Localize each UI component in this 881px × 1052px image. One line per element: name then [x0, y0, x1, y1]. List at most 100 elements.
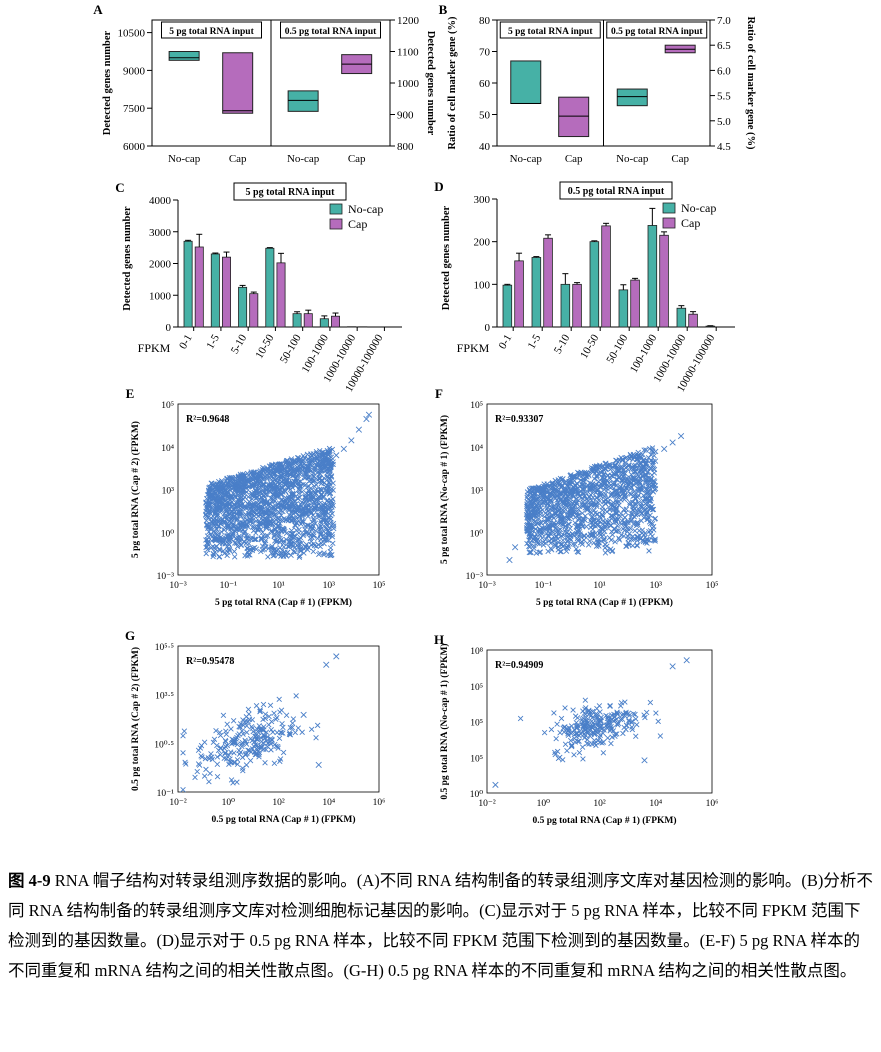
box-no-cap	[168, 51, 200, 61]
scatter-point	[531, 545, 537, 551]
scatter-point	[286, 495, 292, 501]
scatter-point	[209, 520, 216, 526]
scatter-point	[271, 710, 277, 716]
scatter-point	[280, 749, 287, 756]
scatter-point	[230, 718, 237, 724]
scatter-point	[276, 500, 283, 506]
scatter-point	[305, 503, 312, 509]
scatter-point	[293, 519, 300, 526]
scatter-points-F	[506, 432, 685, 564]
scatter-point	[214, 512, 221, 518]
scatter-point	[555, 507, 562, 513]
scatter-point	[363, 415, 370, 423]
scatter-point	[597, 518, 603, 525]
scatter-point	[550, 491, 557, 498]
y-tick-label-right: 6.5	[717, 40, 731, 52]
scatter-point	[526, 537, 532, 543]
scatter-point	[584, 482, 591, 488]
scatter-point	[613, 528, 619, 534]
y-tick-label: 3000	[149, 227, 172, 239]
y-tick-label-right: 1200	[397, 15, 420, 27]
scatter-point	[636, 457, 642, 464]
x-tick-label: 10²	[593, 799, 606, 809]
scatter-point	[653, 710, 659, 716]
scatter-point	[601, 727, 607, 733]
scatter-point	[545, 524, 552, 530]
scatter-point	[631, 454, 637, 461]
scatter-point	[232, 540, 238, 546]
scatter-point	[312, 465, 318, 472]
scatter-point	[544, 511, 550, 518]
scatter-point	[207, 489, 214, 495]
scatter-point	[226, 495, 232, 502]
scatter-point	[609, 501, 615, 507]
y-tick-label-right: 800	[397, 141, 414, 153]
scatter-point	[529, 526, 535, 532]
scatter-point	[230, 780, 236, 786]
scatter-point	[579, 510, 586, 516]
scatter-point	[580, 756, 586, 762]
scatter-point	[298, 521, 304, 527]
scatter-point	[586, 538, 593, 544]
scatter-point	[313, 449, 320, 455]
scatter-point	[630, 493, 636, 500]
y-axis-label-left: Detected genes number	[102, 30, 113, 135]
legend-label: No-cap	[348, 202, 383, 216]
scatter-point	[555, 500, 561, 506]
scatter-point	[278, 497, 285, 503]
scatter-point	[525, 528, 531, 534]
scatter-point	[203, 544, 209, 551]
scatter-point	[591, 740, 598, 746]
scatter-point	[289, 512, 295, 519]
x-tick-label: Cap	[565, 153, 583, 165]
scatter-point	[641, 447, 647, 453]
scatter-point	[506, 556, 513, 564]
scatter-point	[251, 738, 258, 745]
panel-label-F: F	[435, 386, 443, 401]
scatter-point	[570, 492, 576, 498]
scatter-point	[526, 543, 532, 550]
scatter-point	[262, 760, 268, 766]
scatter-point	[558, 533, 565, 539]
scatter-point	[623, 486, 630, 492]
scatter-point	[600, 730, 606, 736]
scatter-point	[270, 729, 276, 735]
scatter-point	[608, 537, 614, 543]
scatter-point	[297, 483, 303, 489]
scatter-point	[619, 486, 625, 493]
scatter-point	[580, 715, 586, 722]
scatter-point	[524, 494, 530, 501]
y-axis-label: 0.5 pg total RNA (No-cap # 1) (FPKM)	[439, 643, 450, 799]
scatter-point	[622, 699, 628, 705]
scatter-point	[214, 481, 221, 487]
y-tick-label: 10⁸	[470, 647, 483, 657]
scatter-point	[587, 480, 594, 486]
scatter-point	[575, 512, 582, 518]
scatter-point	[249, 496, 255, 502]
scatter-point	[554, 721, 560, 727]
scatter-point	[551, 509, 558, 516]
chart-title-box	[233, 182, 347, 201]
scatter-point	[249, 506, 255, 512]
scatter-point	[259, 744, 265, 751]
scatter-point	[633, 733, 639, 739]
bar-cap	[303, 313, 313, 328]
scatter-point	[213, 506, 219, 513]
scatter-point	[574, 723, 580, 729]
scatter-point	[551, 710, 557, 716]
scatter-point	[249, 717, 256, 723]
scatter-point	[311, 505, 318, 512]
scatter-point	[314, 722, 321, 729]
scatter-point	[275, 546, 281, 553]
scatter-point	[270, 519, 277, 525]
scatter-point	[229, 531, 236, 537]
scatter-point	[270, 484, 276, 490]
scatter-point	[253, 703, 260, 709]
scatter-point	[597, 492, 603, 499]
scatter-point	[203, 766, 209, 773]
scatter-point	[321, 480, 327, 486]
scatter-point	[249, 510, 255, 517]
scatter-point	[255, 527, 261, 533]
scatter-point	[180, 786, 186, 793]
scatter-point	[290, 548, 297, 555]
